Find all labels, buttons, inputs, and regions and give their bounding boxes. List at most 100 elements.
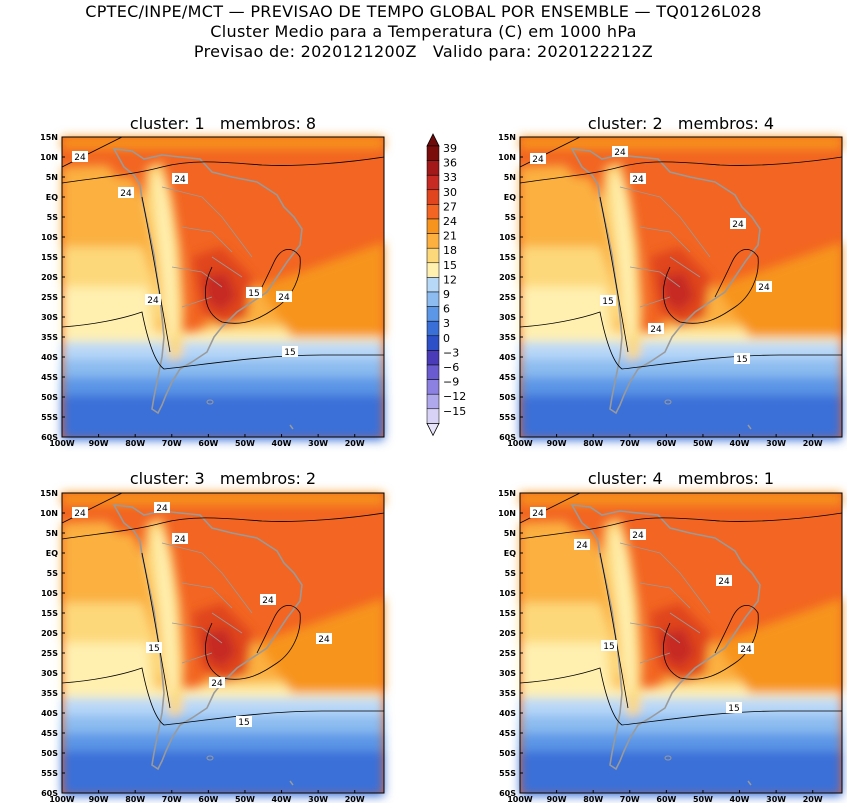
map-panel-cluster-2: 24 24 24 24 15 24 24 15 15N 10N 5N EQ 5S 10S 15S 20S 25S… [498,133,842,448]
lat-tick-label: 50S [499,393,516,402]
lat-tick-label: 10N [40,509,58,518]
lat-tick-label: 30S [41,313,58,322]
colorbar-tick-label: 24 [443,215,457,228]
lat-tick-label: 15S [41,253,58,262]
contour-label: 15 [284,348,295,358]
lat-tick-label: 30S [41,669,58,678]
lat-tick-label: 10S [41,233,58,242]
lon-tick-label: 80W [125,439,145,448]
contour-label-box [716,575,732,586]
lon-tick-label: 40W [730,795,750,803]
colorbar-tick-label: 15 [443,259,457,272]
contour-label: 24 [758,283,770,293]
contour-label: 24 [532,509,544,519]
lon-tick-label: 20W [345,795,365,803]
lon-tick-label: 50W [693,795,713,803]
contour-label-box [738,643,754,654]
lon-tick-label: 90W [547,439,567,448]
lat-tick-label: 35S [41,689,58,698]
lon-tick-label: 20W [803,795,823,803]
lon-tick-label: 50W [693,439,713,448]
contour-label: 24 [120,189,132,199]
lon-tick-label: 30W [766,795,786,803]
contour-label-box [276,291,292,302]
lat-tick-label: 30S [499,669,516,678]
contour-label: 24 [732,220,744,230]
lon-tick-label: 20W [345,439,365,448]
contour-label-box [209,677,225,688]
lat-tick-label: 60S [41,433,58,442]
contour-label-box [730,218,746,229]
colorbar-tick-label: 36 [443,157,457,170]
panel-title-cluster-4: cluster: 4 membros: 1 [587,469,775,488]
contour-label-box [260,594,276,605]
contour-label: 24 [632,531,644,541]
contour-label: 24 [318,635,330,645]
lon-tick-label: 20W [803,439,823,448]
lat-tick-label: 45S [41,729,58,738]
lat-tick-label: 45S [41,373,58,382]
lon-tick-label: 100W [49,795,75,803]
contour-label: 24 [74,153,86,163]
contour-label: 15 [736,355,747,365]
lat-tick-label: 10N [498,153,516,162]
temperature-field [520,493,842,796]
contour-label-box [282,346,298,357]
temperature-field [520,137,842,440]
contour-label-box [574,539,590,550]
contour-label: 24 [174,535,186,545]
panel-title-cluster-2: cluster: 2 membros: 4 [587,114,775,133]
colorbar-tick-label: 18 [443,244,457,257]
lat-tick-label: 30S [499,313,516,322]
colorbar-tick-label: 6 [443,303,450,316]
contour-label-box [648,323,664,334]
lat-tick-label: 20S [41,273,58,282]
lat-tick-label: 5S [47,569,59,578]
contour-label-box [530,507,546,518]
contour-label: 15 [148,644,159,654]
lat-tick-label: 15S [41,609,58,618]
contour-label-box [600,295,616,306]
colorbar-segment [426,145,440,161]
lon-tick-label: 80W [583,795,603,803]
contour-label-box [146,642,162,653]
colorbar-tick-label: −3 [443,346,459,359]
contour-label: 15 [238,718,249,728]
lon-tick-label: 100W [49,439,75,448]
contour-label-box [236,716,252,727]
lon-tick-label: 100W [507,439,533,448]
subtitle-variable: Cluster Medio para a Temperatura (C) em … [210,22,637,41]
lat-tick-label: 20S [499,273,516,282]
lat-tick-label: 5S [47,213,59,222]
lat-tick-label: 10S [41,589,58,598]
lon-tick-label: 50W [235,439,255,448]
contour-label-box [530,153,546,164]
colorbar-tick-label: 21 [443,230,457,243]
contour-label-box [601,640,617,651]
colorbar-tick-label: −15 [443,405,466,418]
lat-tick-label: 10S [499,589,516,598]
lat-tick-label: 45S [499,729,516,738]
lat-tick-label: 5S [505,213,517,222]
lat-tick-label: 60S [499,433,516,442]
contour-label-box [172,173,188,184]
contour-label: 24 [211,679,223,689]
colorbar-segment [426,379,440,395]
colorbar-tick-label: 12 [443,273,457,286]
lat-tick-label: 55S [499,769,516,778]
colorbar-segment [426,408,440,424]
contour-label: 24 [614,148,626,158]
lat-tick-label: 35S [499,689,516,698]
lon-tick-label: 70W [162,439,182,448]
colorbar-segment [426,218,440,234]
contour-label-box [172,533,188,544]
colorbar-segment [426,233,440,249]
lon-tick-label: 60W [656,439,676,448]
colorbar-segment [426,189,440,205]
lon-tick-label: 40W [272,795,292,803]
contour-label-box [630,529,646,540]
lat-tick-label: 40S [41,353,58,362]
main-title: CPTEC/INPE/MCT — PREVISAO DE TEMPO GLOBA… [85,2,762,21]
contour-label: 15 [248,289,259,299]
